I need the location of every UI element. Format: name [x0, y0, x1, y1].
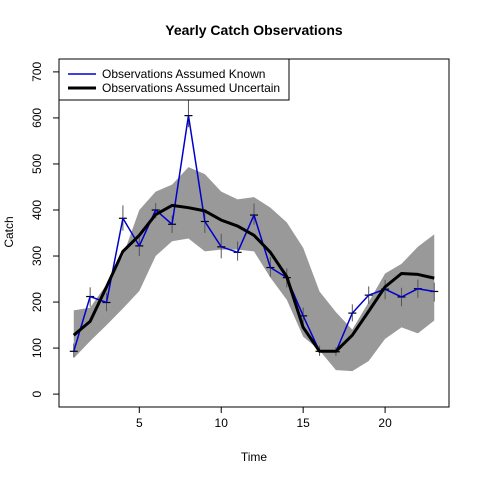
x-tick-label: 20 [378, 416, 392, 430]
series-line-uncertain [72, 203, 435, 353]
uncertainty-band [73, 167, 435, 372]
x-tick-label: 5 [136, 416, 143, 430]
y-tick-label: 0 [30, 390, 44, 397]
y-tick-label: 500 [30, 154, 44, 174]
x-axis-label: Time [241, 450, 268, 464]
y-tick-label: 600 [30, 108, 44, 128]
x-tick-label: 10 [215, 416, 229, 430]
legend: Observations Assumed Known Observations … [58, 58, 290, 101]
y-tick-label: 400 [30, 200, 44, 220]
y-tick-label: 700 [30, 62, 44, 82]
y-tick-label: 100 [30, 338, 44, 358]
y-tick-label: 200 [30, 292, 44, 312]
uncertainty-band-layer [73, 167, 435, 372]
legend-box [58, 58, 290, 101]
x-tick-label: 15 [296, 416, 310, 430]
y-tick-label: 300 [30, 246, 44, 266]
y-axis-label: Catch [2, 216, 16, 247]
series-line-known [73, 114, 435, 353]
legend-label-uncertain: Observations Assumed Uncertain [102, 81, 280, 95]
legend-label-known: Observations Assumed Known [102, 67, 265, 81]
series-layer [72, 114, 435, 353]
chart-title: Yearly Catch Observations [165, 22, 343, 38]
